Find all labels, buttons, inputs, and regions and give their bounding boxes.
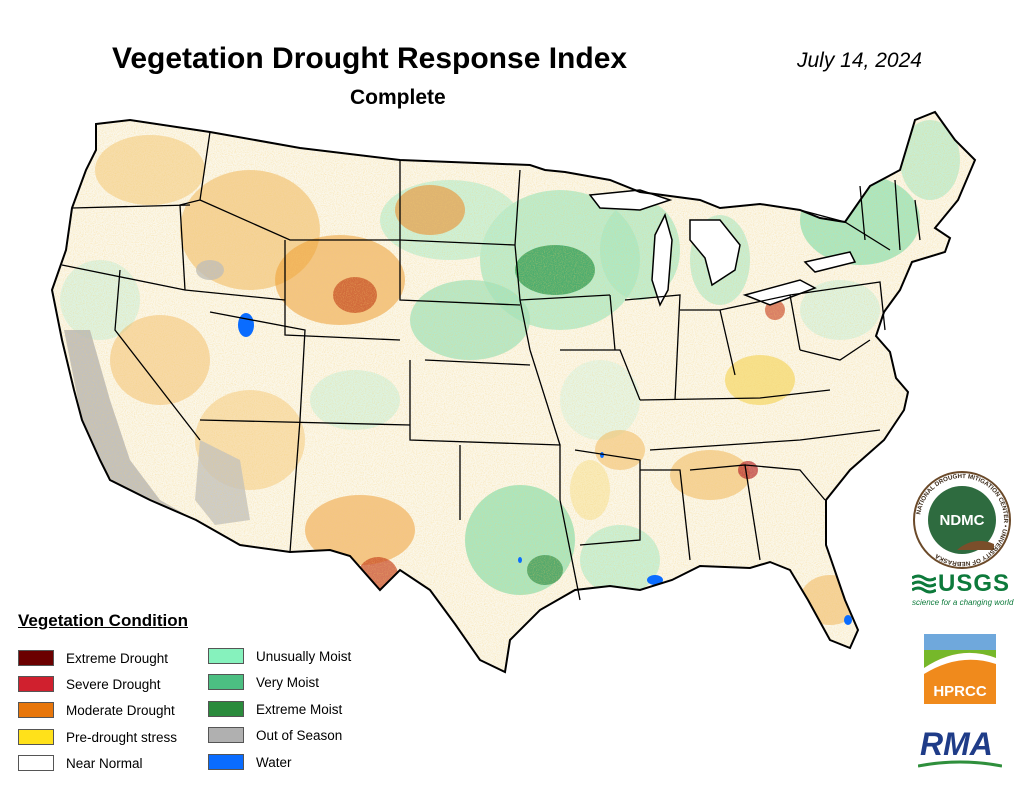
legend-label: Unusually Moist <box>256 648 352 664</box>
legend-label: Severe Drought <box>66 676 161 692</box>
state-boundaries <box>61 131 921 601</box>
legend-swatch <box>18 676 54 692</box>
rma-swoosh-icon <box>918 760 1002 768</box>
legend-swatch <box>208 674 244 690</box>
legend-item: Pre-drought stress <box>18 727 177 747</box>
hprcc-logo: HPRCC <box>924 634 996 704</box>
legend-item: Water <box>208 752 292 772</box>
legend-label: Moderate Drought <box>66 702 175 718</box>
great-lakes <box>588 189 857 307</box>
legend-label: Out of Season <box>256 727 343 743</box>
legend-label: Extreme Moist <box>256 701 343 717</box>
legend-label: Pre-drought stress <box>66 729 178 745</box>
legend-item: Very Moist <box>208 672 319 692</box>
hprcc-label: HPRCC <box>933 683 987 700</box>
legend-item: Moderate Drought <box>18 700 175 720</box>
legend-item: Severe Drought <box>18 674 161 694</box>
ndmc-logo: NDMC NATIONAL DROUGHT MITIGATION CENTER … <box>913 471 1011 569</box>
legend-swatch <box>208 754 244 770</box>
map-date: July 14, 2024 <box>797 49 922 72</box>
legend-swatch <box>18 755 54 771</box>
usgs-tagline: science for a changing world <box>912 598 1014 607</box>
ndmc-label: NDMC <box>940 512 985 529</box>
legend-item: Extreme Moist <box>208 699 342 719</box>
legend-swatch <box>18 729 54 745</box>
legend-label: Very Moist <box>256 674 320 690</box>
legend-item: Out of Season <box>208 725 342 745</box>
map-subtitle: Complete <box>350 86 446 109</box>
rma-logo: RMA <box>920 726 993 762</box>
usgs-wave-icon <box>912 574 936 594</box>
legend-swatch <box>208 727 244 743</box>
usgs-logo: USGS <box>938 570 1011 597</box>
legend-swatch <box>18 702 54 718</box>
legend-label: Near Normal <box>66 755 143 771</box>
legend-swatch <box>208 648 244 664</box>
legend-label: Water <box>256 754 292 770</box>
legend-item: Unusually Moist <box>208 646 351 666</box>
legend-swatch <box>18 650 54 666</box>
legend-item: Near Normal <box>18 753 143 773</box>
legend-title: Vegetation Condition <box>18 611 188 630</box>
legend-label: Extreme Drought <box>66 650 169 666</box>
map-title: Vegetation Drought Response Index <box>112 42 628 75</box>
legend-swatch <box>208 701 244 717</box>
legend-item: Extreme Drought <box>18 648 168 668</box>
